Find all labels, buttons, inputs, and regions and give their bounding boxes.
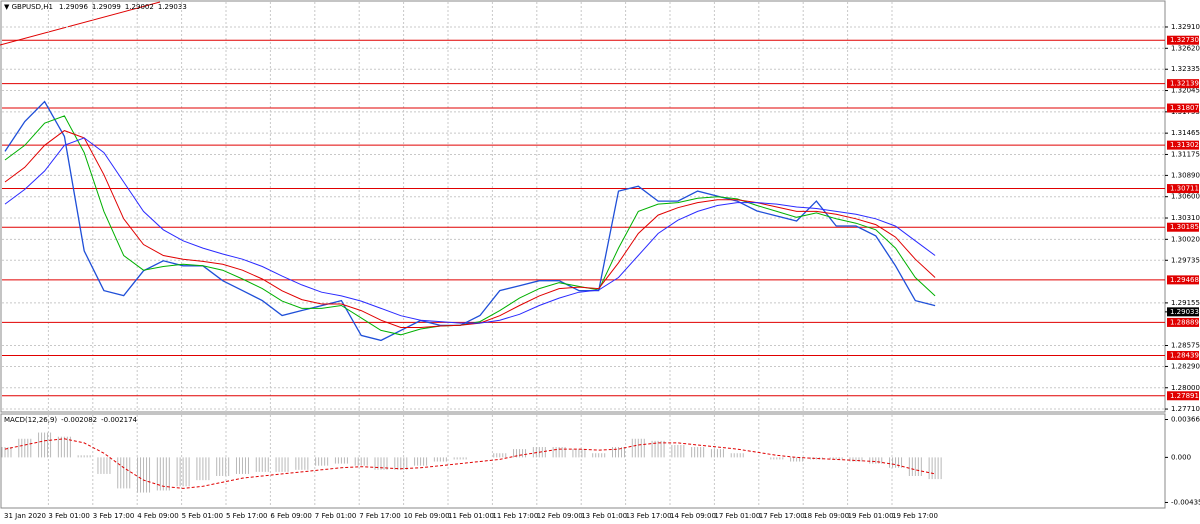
level-label: 1.31807 [1170, 104, 1199, 112]
level-tag [1167, 350, 1199, 360]
y-tick-label: 1.29735 [1171, 256, 1200, 264]
level-label: 1.30711 [1170, 185, 1199, 193]
level-label: 1.31302 [1170, 141, 1199, 149]
level-tag [1167, 391, 1199, 401]
x-tick-label: 6 Feb 09:00 [270, 512, 311, 520]
y-tick-label: 1.32620 [1171, 44, 1200, 52]
y-tick-label: 1.31465 [1171, 129, 1200, 137]
x-tick-label: 19 Feb 01:00 [848, 512, 894, 520]
x-tick-label: 7 Feb 17:00 [359, 512, 400, 520]
y-tick-label: 1.32910 [1171, 23, 1200, 31]
trend-line [0, 1, 161, 46]
signal-line [4, 438, 936, 489]
moving-average [4, 130, 936, 328]
x-tick-label: 5 Feb 17:00 [226, 512, 267, 520]
y-tick-label: 1.29155 [1171, 299, 1200, 307]
x-tick-label: 13 Feb 01:00 [581, 512, 627, 520]
level-tag [1167, 275, 1199, 285]
x-tick-label: 18 Feb 09:00 [803, 512, 849, 520]
x-tick-label: 3 Feb 17:00 [93, 512, 134, 520]
main-panel [0, 0, 1166, 413]
y-tick-label: 1.28575 [1171, 342, 1200, 350]
level-label: 1.30185 [1170, 223, 1199, 231]
level-tag [1167, 184, 1199, 194]
x-tick-label: 17 Feb 01:00 [714, 512, 760, 520]
level-label: 1.28889 [1170, 318, 1199, 326]
level-tag [1167, 35, 1199, 45]
y-tick-label: 1.30600 [1171, 193, 1200, 201]
level-tag [1167, 79, 1199, 89]
x-tick-label: 7 Feb 01:00 [315, 512, 356, 520]
low: 1.29002 [125, 3, 154, 11]
macd-signal: -0.002174 [101, 416, 137, 424]
level-tag [1167, 317, 1199, 327]
y-tick-label: 1.28000 [1171, 384, 1200, 392]
y-tick-label: 1.30020 [1171, 235, 1200, 243]
y-tick-label: 1.32045 [1171, 87, 1200, 95]
y-tick-label: 1.30310 [1171, 214, 1200, 222]
symbol: GBPUSD,H1 [12, 3, 53, 11]
level-label: 1.32139 [1170, 80, 1199, 88]
y-tick-label: 1.31175 [1171, 150, 1200, 158]
macd-header: MACD(12,26,9) -0.002082 -0.002174 [4, 416, 138, 424]
y-tick-label: 1.30890 [1171, 171, 1200, 179]
x-tick-label: 17 Feb 17:00 [759, 512, 805, 520]
y-tick-label: 1.28290 [1171, 362, 1200, 370]
level-label: 1.32730 [1170, 36, 1199, 44]
x-tick-label: 4 Feb 09:00 [137, 512, 178, 520]
x-tick-label: 11 Feb 17:00 [492, 512, 538, 520]
level-label: 1.28439 [1170, 351, 1199, 359]
y-tick-label: -0.004358 [1171, 498, 1200, 506]
x-tick-label: 31 Jan 2020 [4, 512, 46, 520]
moving-average [4, 137, 936, 324]
high: 1.29099 [92, 3, 121, 11]
x-tick-label: 3 Feb 01:00 [48, 512, 89, 520]
macd-panel [0, 413, 1166, 509]
close: 1.29033 [158, 3, 187, 11]
current-price-label: 1.29033 [1170, 308, 1199, 316]
x-tick-label: 13 Feb 17:00 [626, 512, 672, 520]
x-tick-label: 19 Feb 17:00 [892, 512, 938, 520]
open: 1.29096 [59, 3, 88, 11]
level-tag [1167, 103, 1199, 113]
x-tick-label: 12 Feb 09:00 [537, 512, 583, 520]
level-tag [1167, 140, 1199, 150]
header: ▼ GBPUSD,H1 1.29096 1.29099 1.29002 1.29033 [4, 3, 187, 11]
x-tick-label: 11 Feb 01:00 [448, 512, 494, 520]
macd-title: MACD(12,26,9) [4, 416, 57, 424]
x-tick-label: 14 Feb 09:00 [670, 512, 716, 520]
macd-main: -0.002082 [61, 416, 97, 424]
y-tick-label: 1.32335 [1171, 65, 1200, 73]
level-label: 1.27891 [1170, 392, 1199, 400]
price-line [4, 100, 936, 342]
x-tick-label: 10 Feb 09:00 [404, 512, 450, 520]
current-price-tag [1167, 307, 1199, 317]
level-tag [1167, 222, 1199, 232]
collapse-icon: ▼ [4, 3, 12, 11]
moving-average [4, 115, 936, 336]
y-tick-label: 0.000 [1171, 453, 1191, 461]
y-tick-label: 0.003662 [1171, 415, 1200, 423]
x-tick-label: 5 Feb 01:00 [182, 512, 223, 520]
y-tick-label: 1.27710 [1171, 405, 1200, 413]
level-label: 1.29468 [1170, 276, 1199, 284]
